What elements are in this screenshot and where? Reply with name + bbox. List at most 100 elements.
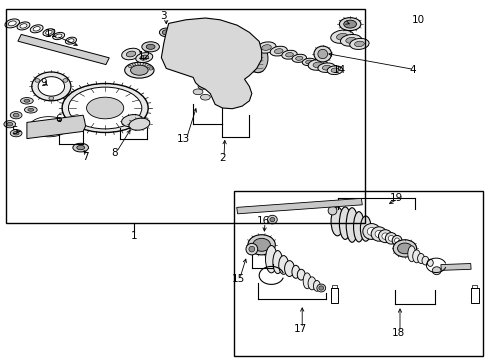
Ellipse shape [330,30,353,43]
Ellipse shape [343,20,356,28]
Ellipse shape [55,34,62,38]
Ellipse shape [146,44,155,49]
Bar [331,285,336,288]
Circle shape [63,79,68,82]
Ellipse shape [248,44,267,73]
Ellipse shape [326,66,342,75]
Ellipse shape [24,107,37,113]
Ellipse shape [224,66,245,78]
Circle shape [32,72,71,101]
Ellipse shape [336,33,347,40]
Text: 3: 3 [160,11,167,21]
Ellipse shape [33,27,40,31]
Ellipse shape [86,97,123,119]
Ellipse shape [366,228,375,235]
Ellipse shape [132,63,135,66]
Ellipse shape [129,118,149,130]
Circle shape [247,235,275,255]
Ellipse shape [307,59,327,70]
Ellipse shape [378,230,391,243]
Ellipse shape [65,37,76,44]
Polygon shape [440,264,470,270]
Text: 16: 16 [256,216,269,226]
Ellipse shape [274,49,283,54]
Ellipse shape [281,50,297,59]
Ellipse shape [297,269,305,280]
Ellipse shape [68,39,74,42]
Ellipse shape [136,53,152,63]
Ellipse shape [330,68,338,72]
Ellipse shape [339,207,350,239]
Ellipse shape [193,89,203,95]
Ellipse shape [20,98,33,104]
Text: 10: 10 [411,15,424,25]
Ellipse shape [269,46,287,56]
Text: 4: 4 [409,65,416,75]
Ellipse shape [272,251,282,274]
Bar [330,288,338,303]
Ellipse shape [305,60,312,64]
Ellipse shape [269,217,274,222]
Ellipse shape [313,46,331,62]
Ellipse shape [265,246,277,273]
Ellipse shape [149,68,152,70]
Text: 6: 6 [55,114,62,124]
Ellipse shape [339,18,360,31]
Bar [470,288,478,303]
Ellipse shape [20,24,27,28]
Ellipse shape [421,256,428,265]
Circle shape [397,243,411,254]
Ellipse shape [278,256,288,274]
Ellipse shape [431,267,440,275]
Ellipse shape [73,143,88,152]
Ellipse shape [13,131,19,135]
Ellipse shape [295,56,302,60]
Ellipse shape [267,215,277,224]
Ellipse shape [322,65,330,70]
Ellipse shape [261,45,271,50]
Ellipse shape [407,246,415,262]
Ellipse shape [200,94,210,100]
Ellipse shape [349,39,368,49]
Text: 13: 13 [176,134,190,144]
Ellipse shape [316,284,325,292]
Ellipse shape [162,30,170,35]
Ellipse shape [346,208,357,242]
Text: 15: 15 [231,274,244,284]
Ellipse shape [37,120,61,133]
Ellipse shape [77,145,84,150]
Ellipse shape [417,253,424,264]
Text: 18: 18 [391,328,405,338]
Ellipse shape [130,65,148,75]
Ellipse shape [245,243,257,255]
Text: 17: 17 [293,324,307,334]
Ellipse shape [387,235,393,241]
Ellipse shape [330,207,343,236]
Circle shape [35,79,40,82]
Ellipse shape [159,28,173,37]
Polygon shape [18,35,109,64]
Ellipse shape [381,233,388,239]
Bar [6,9,365,223]
Ellipse shape [412,250,420,263]
Ellipse shape [17,22,30,30]
Ellipse shape [8,21,16,26]
Text: 11: 11 [44,29,58,39]
Ellipse shape [235,82,245,88]
Ellipse shape [291,265,299,278]
Ellipse shape [128,65,131,68]
Ellipse shape [317,63,335,72]
Ellipse shape [362,224,380,239]
Ellipse shape [124,62,154,78]
Ellipse shape [391,235,401,246]
Text: 2: 2 [219,153,225,163]
Ellipse shape [28,108,34,111]
Ellipse shape [43,29,55,36]
Ellipse shape [427,259,432,266]
Ellipse shape [302,58,315,66]
Ellipse shape [215,81,232,91]
Ellipse shape [122,48,140,60]
Ellipse shape [248,246,254,252]
Text: 7: 7 [82,152,89,162]
Ellipse shape [53,32,64,40]
